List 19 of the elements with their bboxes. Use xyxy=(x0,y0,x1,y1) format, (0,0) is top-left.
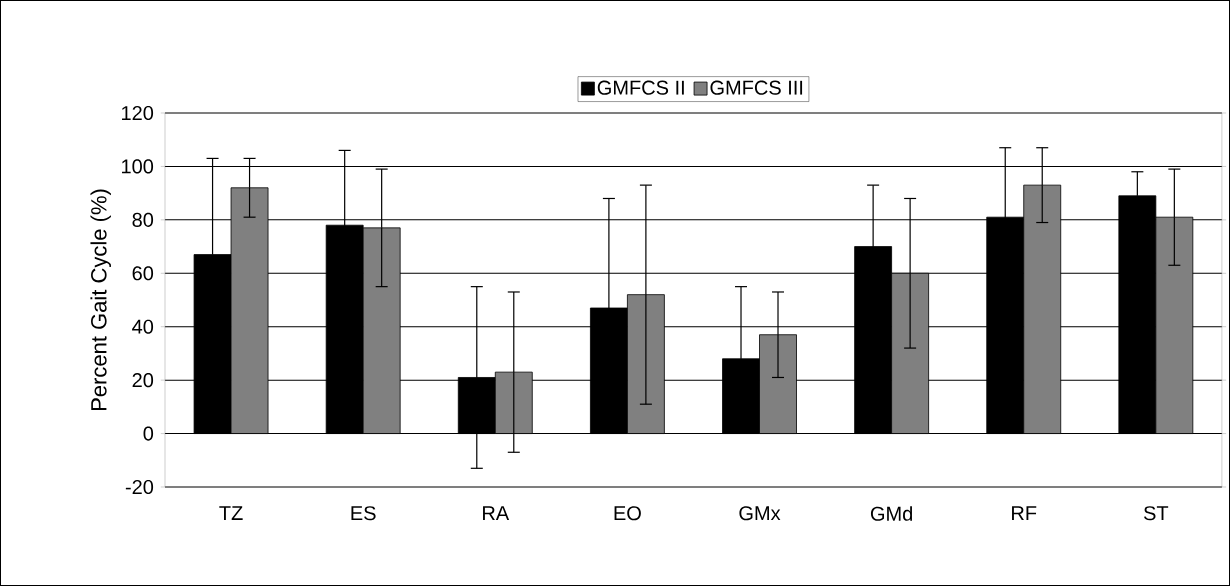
y-tick-label: 120 xyxy=(122,105,154,121)
x-tick-label: ST xyxy=(1143,506,1169,521)
y-axis-title: Percent Gait Cycle (%) xyxy=(90,189,111,411)
y-tick-label: 20 xyxy=(132,373,154,388)
y-tick-label: 0 xyxy=(143,426,154,441)
y-tick-label: 60 xyxy=(132,266,154,281)
x-tick-label: ES xyxy=(351,506,376,521)
legend-label: GMFCS III xyxy=(710,80,803,95)
x-tick-label: GMd xyxy=(870,506,913,521)
x-tick-label: TZ xyxy=(219,506,243,520)
x-tick-label: RA xyxy=(483,506,510,520)
x-tick-label: GMx xyxy=(739,506,781,521)
x-tick-label: EO xyxy=(614,506,641,521)
y-tick-label: 100 xyxy=(122,159,154,174)
legend-label: GMFCS II xyxy=(597,80,684,95)
y-tick-label: 80 xyxy=(132,212,154,227)
y-tick-label: -20 xyxy=(125,479,154,495)
x-tick-label: RF xyxy=(1012,506,1037,520)
y-tick-label: 40 xyxy=(132,319,154,334)
